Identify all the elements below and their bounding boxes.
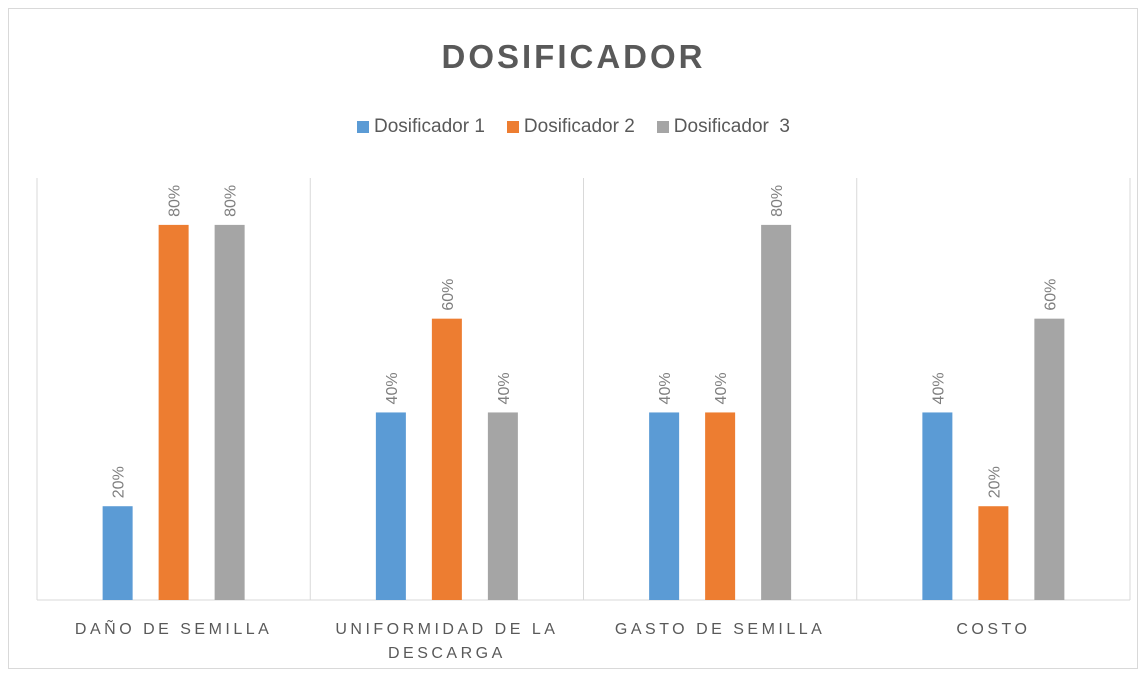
bar — [1034, 318, 1065, 600]
bar — [761, 224, 792, 600]
data-label: 60% — [1042, 279, 1059, 311]
data-label: 80% — [223, 185, 240, 217]
chart-frame — [8, 8, 1138, 669]
bar — [102, 506, 133, 600]
legend-swatch — [506, 121, 519, 133]
bar — [922, 412, 953, 600]
bar — [158, 224, 189, 600]
data-label: 20% — [111, 466, 128, 498]
legend-item: Dosificador 1 — [357, 116, 485, 138]
bar — [705, 412, 736, 600]
legend-label: Dosificador 1 — [374, 116, 485, 137]
legend-label: Dosificador 3 — [673, 116, 790, 137]
data-label: 60% — [440, 279, 457, 311]
legend-label: Dosificador 2 — [523, 116, 635, 137]
bar — [431, 318, 462, 600]
legend: Dosificador 1 Dosificador 2 Dosificador 3 — [0, 116, 1147, 138]
x-tick-label: UNIFORMIDAD DE LA DESCARGA — [335, 621, 559, 662]
bar — [375, 412, 406, 600]
legend-swatch — [357, 121, 370, 133]
bar — [649, 412, 680, 600]
data-label: 20% — [986, 466, 1003, 498]
data-label: 80% — [769, 185, 786, 217]
legend-item: Dosificador 3 — [656, 116, 790, 138]
data-label: 40% — [496, 372, 513, 404]
bar — [214, 224, 245, 600]
bar — [487, 412, 518, 600]
data-label: 40% — [657, 372, 674, 404]
data-label: 40% — [713, 372, 730, 404]
data-label: 40% — [384, 372, 401, 404]
bar — [978, 506, 1009, 600]
chart-title: DOSIFICADOR — [441, 38, 706, 75]
legend-swatch — [656, 121, 669, 133]
x-tick-label: DAÑO DE SEMILLA — [74, 621, 273, 638]
x-tick-label: COSTO — [956, 621, 1031, 638]
legend-item: Dosificador 2 — [506, 116, 635, 138]
data-label: 80% — [167, 185, 184, 217]
x-tick-label: GASTO DE SEMILLA — [614, 621, 826, 638]
data-label: 40% — [930, 372, 947, 404]
